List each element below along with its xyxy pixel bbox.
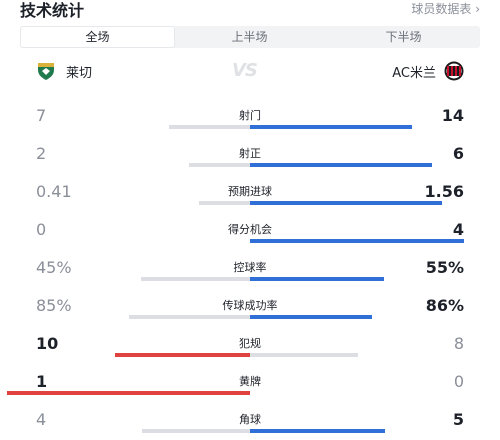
home-bar-fill xyxy=(169,125,250,129)
stat-row: 2 射正 6 xyxy=(0,144,500,174)
stat-label: 预期进球 xyxy=(228,185,272,198)
stat-label: 角球 xyxy=(239,413,261,426)
away-bar-fill xyxy=(250,239,464,243)
stat-label: 得分机会 xyxy=(228,223,272,236)
away-stat-value: 1.56 xyxy=(424,182,464,201)
home-bar-fill xyxy=(115,353,250,357)
away-bar-fill xyxy=(250,429,385,433)
home-bar-fill xyxy=(199,201,250,205)
stat-row: 0.41 预期进球 1.56 xyxy=(0,182,500,212)
away-stat-value: 8 xyxy=(453,334,464,353)
away-team-name: AC米兰 xyxy=(392,65,436,81)
away-bar-fill xyxy=(250,353,358,357)
stat-label: 射门 xyxy=(239,109,261,122)
lecce-crest-icon xyxy=(38,63,54,80)
away-stat-value: 0 xyxy=(453,372,464,391)
stat-label: 犯规 xyxy=(239,337,261,350)
home-team[interactable]: 莱切 xyxy=(36,58,92,84)
home-stat-value: 0.41 xyxy=(36,182,72,201)
stat-row: 0 得分机会 4 xyxy=(0,220,500,250)
away-bar-fill xyxy=(250,201,442,205)
away-stat-value: 55% xyxy=(425,258,464,277)
stat-label: 传球成功率 xyxy=(222,299,278,312)
stat-row: 7 射门 14 xyxy=(0,106,500,136)
away-bar-fill xyxy=(250,277,384,281)
home-stat-value: 45% xyxy=(36,258,72,277)
stat-label: 射正 xyxy=(239,147,261,160)
vs-mark: VS xyxy=(232,60,258,81)
home-bar-fill xyxy=(7,391,250,395)
stat-row: 85% 传球成功率 86% xyxy=(0,296,500,326)
teams-row: 莱切 VS AC米兰 xyxy=(0,58,500,84)
away-bar-fill xyxy=(250,125,412,129)
home-team-name: 莱切 xyxy=(66,65,93,81)
tab-full-match[interactable]: 全场 xyxy=(20,26,175,48)
stat-row: 4 角球 5 xyxy=(0,410,500,440)
home-stat-value: 4 xyxy=(36,410,47,429)
away-bar-fill xyxy=(250,163,432,167)
stat-row: 1 黄牌 0 xyxy=(0,372,500,402)
stat-label: 控球率 xyxy=(233,261,267,274)
tab-second-half[interactable]: 下半场 xyxy=(385,30,422,44)
away-stat-value: 5 xyxy=(452,410,464,429)
away-stat-value: 6 xyxy=(452,144,464,163)
away-bar-fill xyxy=(250,315,372,319)
period-tabs: 全场 上半场 下半场 xyxy=(20,26,480,48)
home-bar-fill xyxy=(142,429,250,433)
away-team[interactable]: AC米兰 xyxy=(392,58,464,84)
stats-header: 技术统计 球员数据表 › xyxy=(0,0,500,22)
home-bar-fill xyxy=(141,277,250,281)
ac-milan-crest-icon xyxy=(444,61,464,81)
home-bar-fill xyxy=(189,163,250,167)
stat-row: 10 犯规 8 xyxy=(0,334,500,364)
home-stat-value: 0 xyxy=(36,220,47,239)
home-stat-value: 1 xyxy=(36,372,48,391)
away-stat-value: 4 xyxy=(452,220,464,239)
stat-row: 45% 控球率 55% xyxy=(0,258,500,288)
section-title: 技术统计 xyxy=(20,1,85,20)
home-stat-value: 2 xyxy=(36,144,47,163)
home-bar-fill xyxy=(129,315,250,319)
tab-first-half[interactable]: 上半场 xyxy=(231,30,268,44)
player-stats-link[interactable]: 球员数据表 › xyxy=(411,2,480,16)
away-stat-value: 86% xyxy=(425,296,464,315)
stat-label: 黄牌 xyxy=(239,375,261,388)
home-stat-value: 10 xyxy=(36,334,59,353)
home-stat-value: 7 xyxy=(36,106,47,125)
home-stat-value: 85% xyxy=(36,296,72,315)
away-stat-value: 14 xyxy=(441,106,464,125)
